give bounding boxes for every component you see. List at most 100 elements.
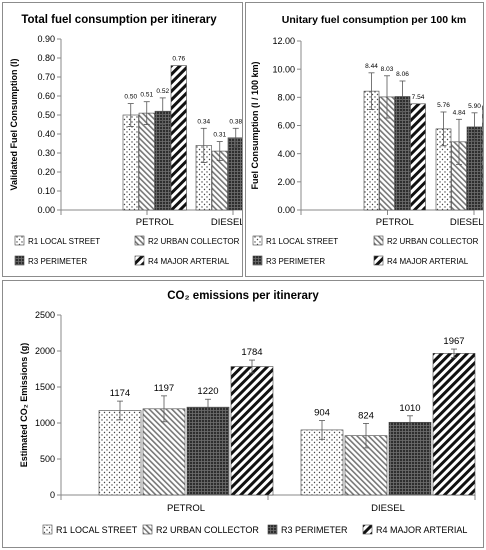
legend-swatch-r1-local-street xyxy=(14,235,25,246)
data-label: 0.31 xyxy=(213,132,226,139)
chart-panel-total-fuel: Total fuel consumption per itinerary Vali… xyxy=(2,2,243,277)
bar-r3-perimeter-petrol xyxy=(154,110,171,211)
data-label: 1010 xyxy=(399,403,420,414)
y-tick-label: 0.20 xyxy=(37,167,55,177)
legend-swatch-r4-major-arterial xyxy=(373,255,384,266)
y-tick-label: 0.70 xyxy=(37,72,55,82)
legend-swatch-r1-local-street xyxy=(252,235,263,246)
data-label: 1197 xyxy=(154,383,174,394)
y-tick-label: 1000 xyxy=(35,418,55,428)
y-tick-label: 2.00 xyxy=(277,177,295,187)
y-tick-label: 0.80 xyxy=(37,53,55,63)
bar-r4-major-arterial-petrol xyxy=(170,65,187,211)
data-label: 5.90 xyxy=(468,103,481,110)
chart-unitary-fuel: Unitary fuel consumption per 100 km Fuel … xyxy=(250,14,483,266)
legend-label-r2-urban-collector: R2 URBAN COLLECTOR xyxy=(148,237,240,246)
bar-r3-perimeter-petrol xyxy=(394,96,411,211)
data-label: 7.54 xyxy=(412,94,425,101)
legend-label-r1-local-street: R1 LOCAL STREET xyxy=(266,237,338,246)
bar-r2-urban-collector-petrol xyxy=(138,112,155,211)
x-category-label: PETROL xyxy=(136,217,174,228)
legend-swatch-r2-urban-collector xyxy=(134,235,145,246)
bar-r3-perimeter-petrol xyxy=(186,406,230,496)
chart-title: CO₂ emissions per itinerary xyxy=(167,290,319,302)
y-tick-label: 1500 xyxy=(35,382,55,392)
legend-label-r4-major-arterial: R4 MAJOR ARTERIAL xyxy=(376,525,467,535)
data-label: 824 xyxy=(358,410,374,421)
y-axis-label: Estimated CO₂ Emissions (g) xyxy=(19,343,29,468)
data-label: 0.38 xyxy=(229,118,242,125)
x-category-label: PETROL xyxy=(376,217,414,228)
data-label: 8.03 xyxy=(381,66,394,73)
bar-r4-major-arterial-diesel xyxy=(482,105,483,211)
y-axis-label: Validated Fuel Consumption (l) xyxy=(9,58,19,190)
y-axis-label: Fuel Consumption (l / 100 km) xyxy=(250,61,260,189)
y-tick-label: 8.00 xyxy=(277,93,295,103)
data-label: 1784 xyxy=(241,347,262,358)
y-tick-label: 0.90 xyxy=(37,34,55,44)
bar-r3-perimeter-diesel xyxy=(227,137,242,211)
bar-r4-major-arterial-diesel xyxy=(432,353,476,496)
y-tick-label: 0.00 xyxy=(37,205,55,215)
data-label: 0.51 xyxy=(140,92,153,99)
y-tick-label: 0 xyxy=(50,490,55,500)
x-category-label: PETROL xyxy=(167,503,205,514)
legend-label-r2-urban-collector: R2 URBAN COLLECTOR xyxy=(387,237,479,246)
legend-swatch-r3-perimeter xyxy=(252,255,263,266)
data-label: 8.44 xyxy=(365,63,378,70)
data-label: 1220 xyxy=(197,386,218,397)
y-tick-label: 0.40 xyxy=(37,129,55,139)
legend-label-r1-local-street: R1 LOCAL STREET xyxy=(56,525,138,535)
legend-swatch-r1-local-street xyxy=(42,524,53,535)
data-label: 0.50 xyxy=(124,94,137,101)
legend-swatch-r2-urban-collector xyxy=(142,524,153,535)
chart-title: Unitary fuel consumption per 100 km xyxy=(282,14,466,26)
chart-total-fuel: Total fuel consumption per itinerary Vali… xyxy=(9,14,242,266)
legend-label-r2-urban-collector: R2 URBAN COLLECTOR xyxy=(156,525,259,535)
data-label: 4.84 xyxy=(453,109,466,116)
legend-label-r1-local-street: R1 LOCAL STREET xyxy=(28,237,100,246)
y-tick-label: 6.00 xyxy=(277,121,295,131)
data-label: 8.06 xyxy=(396,71,409,78)
y-tick-label: 4.00 xyxy=(277,149,295,159)
y-tick-label: 500 xyxy=(40,454,55,464)
data-label: 0.34 xyxy=(197,118,210,125)
legend-swatch-r4-major-arterial xyxy=(134,255,145,266)
y-tick-label: 0.30 xyxy=(37,148,55,158)
y-tick-label: 0.10 xyxy=(37,186,55,196)
legend-swatch-r3-perimeter xyxy=(14,255,25,266)
legend-label-r3-perimeter: R3 PERIMETER xyxy=(266,257,325,266)
bar-r2-urban-collector-petrol xyxy=(142,408,186,496)
y-tick-label: 2000 xyxy=(35,346,55,356)
bar-r1-local-street-petrol xyxy=(122,114,139,211)
y-tick-label: 12.00 xyxy=(272,36,295,46)
legend-swatch-r2-urban-collector xyxy=(373,235,384,246)
legend-swatch-r3-perimeter xyxy=(267,524,278,535)
y-tick-label: 0.00 xyxy=(277,205,295,215)
chart-panel-unitary-fuel: Unitary fuel consumption per 100 km Fuel … xyxy=(245,2,484,277)
data-label: 904 xyxy=(314,408,330,419)
legend-label-r3-perimeter: R3 PERIMETER xyxy=(28,257,87,266)
data-label: 1174 xyxy=(110,388,130,399)
data-label: 0.76 xyxy=(172,56,185,63)
x-category-label: DIESEL xyxy=(211,217,242,228)
bar-r4-major-arterial-petrol xyxy=(230,366,274,496)
data-label: 1967 xyxy=(443,336,464,347)
chart-title: Total fuel consumption per itinerary xyxy=(21,14,217,26)
bar-r3-perimeter-diesel xyxy=(388,421,432,496)
bar-r1-local-street-petrol xyxy=(98,410,142,496)
legend-label-r4-major-arterial: R4 MAJOR ARTERIAL xyxy=(148,257,230,266)
chart-panel-co2-emissions: CO₂ emissions per itinerary Estimated CO₂… xyxy=(2,280,484,548)
legend-label-r4-major-arterial: R4 MAJOR ARTERIAL xyxy=(387,257,469,266)
data-label: 5.76 xyxy=(437,102,450,109)
y-tick-label: 2500 xyxy=(35,310,55,320)
bar-r1-local-street-diesel xyxy=(300,429,344,496)
y-tick-label: 10.00 xyxy=(272,64,295,74)
y-tick-label: 0.50 xyxy=(37,110,55,120)
data-label: 0.52 xyxy=(156,88,169,95)
legend-swatch-r4-major-arterial xyxy=(362,524,373,535)
legend-label-r3-perimeter: R3 PERIMETER xyxy=(281,525,348,535)
bar-r4-major-arterial-petrol xyxy=(410,103,426,211)
chart-co2-emissions: CO₂ emissions per itinerary Estimated CO₂… xyxy=(19,290,476,535)
y-tick-label: 0.60 xyxy=(37,91,55,101)
